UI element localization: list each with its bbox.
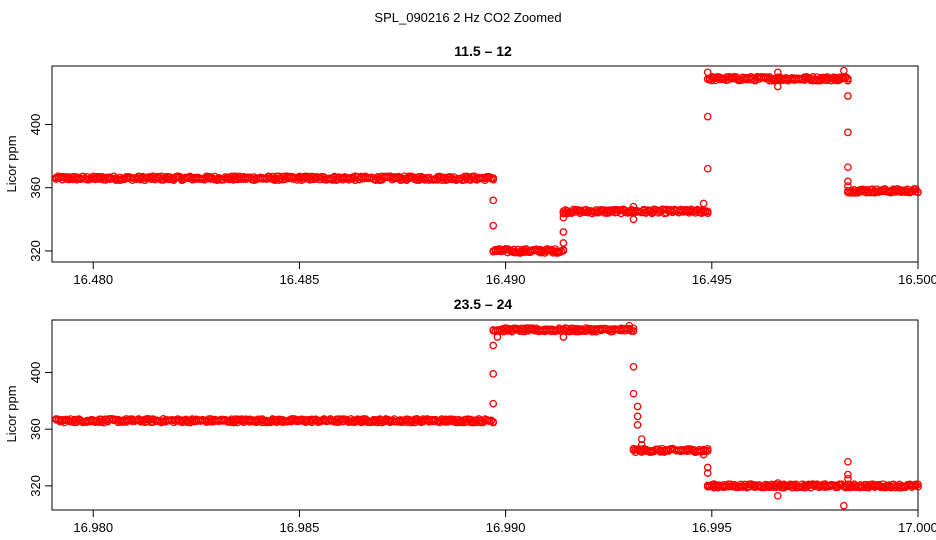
data-point [844, 177, 852, 186]
data-point [489, 418, 498, 426]
data-point [629, 327, 638, 335]
panel-2-points [52, 321, 922, 510]
data-point [914, 188, 922, 197]
data-point [625, 321, 634, 330]
panel-2-title: 23.5 – 24 [454, 296, 513, 312]
data-point [493, 333, 502, 341]
data-point [703, 463, 712, 472]
data-point [489, 399, 498, 408]
data-point [699, 450, 708, 459]
data-point [703, 112, 712, 121]
data-point [633, 412, 642, 421]
data-point [633, 402, 642, 411]
data-point [703, 445, 712, 453]
y-tick-label: 320 [28, 475, 43, 497]
data-point [629, 202, 638, 211]
data-point [914, 482, 922, 491]
data-point [703, 207, 712, 216]
data-point [773, 68, 782, 77]
figure-title: SPL_090216 2 Hz CO2 Zoomed [374, 10, 561, 25]
data-point [844, 474, 852, 483]
panel-1-plot-frame [51, 65, 919, 263]
data-point [489, 174, 498, 182]
data-point [703, 68, 712, 77]
data-point [559, 333, 568, 341]
data-point [773, 491, 782, 500]
y-tick-label: 400 [28, 114, 43, 136]
x-tick-label: 16.990 [486, 520, 526, 535]
panel-1-y-axis: 320 360 400 [28, 114, 53, 262]
x-tick-label: 16.485 [280, 272, 320, 287]
panel-1-x-axis: 16.480 16.485 16.490 16.495 16.500 [73, 261, 936, 287]
data-point [629, 362, 638, 371]
panel-2: 23.5 – 24 Licor ppm 16.980 16.985 16.990 16… [4, 296, 936, 535]
data-point [487, 416, 496, 425]
data-point [489, 341, 498, 350]
data-point [559, 213, 568, 222]
data-point [637, 440, 646, 449]
data-point [559, 228, 568, 236]
data-point [839, 501, 848, 510]
panel-1-ylabel: Licor ppm [4, 135, 19, 192]
data-point [629, 389, 638, 398]
data-point [633, 421, 642, 429]
data-point [703, 164, 712, 173]
data-point [844, 470, 852, 479]
data-point [914, 480, 922, 489]
data-point [844, 76, 852, 85]
panel-1-points [52, 66, 922, 257]
data-point [660, 448, 669, 456]
data-point [844, 92, 852, 100]
x-tick-label: 16.980 [73, 520, 113, 535]
y-tick-label: 360 [28, 418, 43, 440]
y-tick-label: 360 [28, 177, 43, 199]
y-tick-label: 400 [28, 362, 43, 384]
data-point [844, 163, 852, 172]
panel-2-x-axis: 16.980 16.985 16.990 16.995 17.000 [73, 509, 936, 535]
x-tick-label: 16.495 [692, 272, 732, 287]
data-point [489, 370, 498, 378]
data-point [489, 221, 498, 230]
x-tick-label: 16.500 [898, 272, 936, 287]
data-point [773, 82, 782, 91]
data-point [559, 239, 568, 247]
data-point [637, 435, 646, 443]
panel-1-title: 11.5 – 12 [454, 43, 512, 59]
data-point [844, 182, 852, 190]
data-point [773, 479, 782, 487]
panel-2-y-axis: 320 360 400 [28, 362, 53, 497]
data-point [703, 469, 712, 477]
panel-2-ylabel: Licor ppm [4, 385, 19, 442]
data-point [844, 457, 852, 466]
panel-1: 11.5 – 12 Licor ppm 16.480 16.485 16.490 16… [4, 43, 936, 287]
x-tick-label: 16.995 [692, 520, 732, 535]
x-tick-label: 17.000 [898, 520, 936, 535]
data-point [699, 199, 708, 208]
x-tick-label: 16.490 [486, 272, 526, 287]
x-tick-label: 16.480 [73, 272, 113, 287]
data-point [844, 128, 852, 137]
data-point [839, 66, 848, 75]
x-tick-label: 16.985 [280, 520, 320, 535]
data-point [489, 196, 498, 205]
y-tick-label: 320 [28, 240, 43, 262]
data-point [629, 215, 638, 224]
